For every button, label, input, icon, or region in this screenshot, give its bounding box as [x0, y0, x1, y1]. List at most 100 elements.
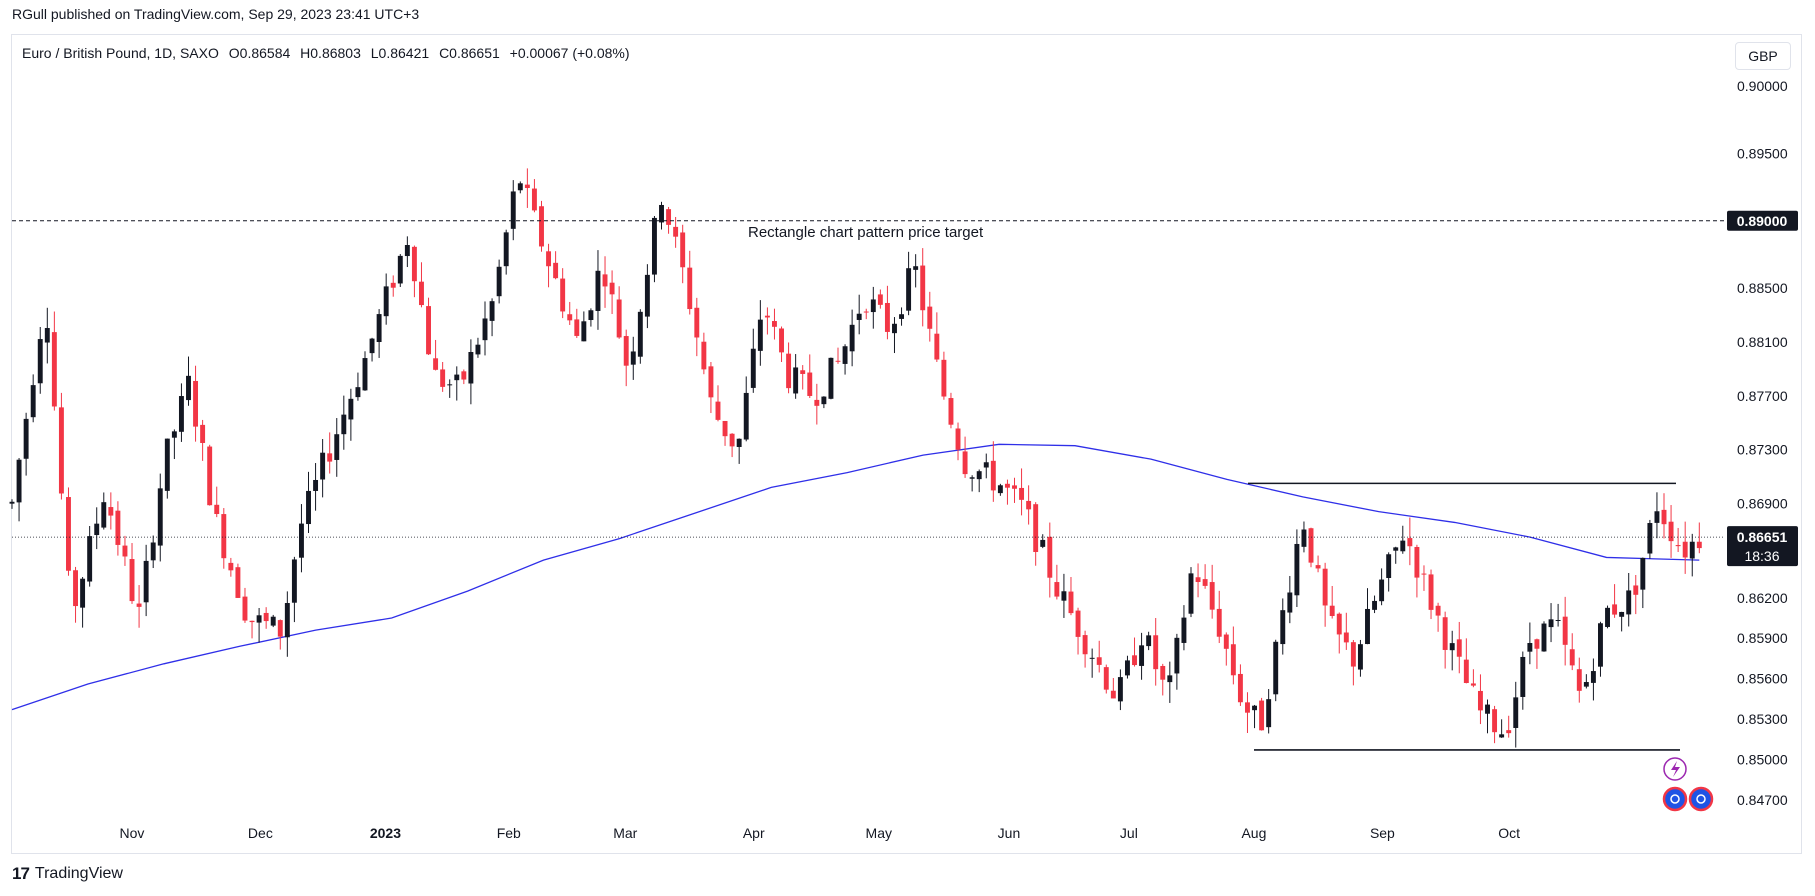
tradingview-footer[interactable]: 17 TradingView [12, 864, 123, 884]
candle-body [136, 603, 142, 607]
candle-body [567, 314, 573, 321]
y-tick-label: 0.88100 [1737, 334, 1788, 350]
candle-body [348, 398, 354, 420]
candle-body [129, 559, 135, 602]
candle-body [143, 560, 149, 603]
candle-body [1485, 704, 1490, 714]
candle-body [1280, 610, 1286, 645]
candle-body [1386, 554, 1392, 578]
candle-body [475, 344, 481, 355]
candle-body [1061, 591, 1067, 601]
candle-body [1668, 521, 1674, 542]
candle-body [1308, 528, 1314, 563]
candle-body [941, 359, 947, 397]
candle-body [256, 615, 262, 623]
economic-event-icon[interactable] [1662, 786, 1688, 812]
candle-body [1139, 645, 1145, 666]
candle-body [1365, 608, 1370, 645]
candle-body [828, 357, 834, 399]
candle-body [426, 306, 431, 355]
y-tick-label: 0.88500 [1737, 280, 1788, 296]
tradingview-logo-icon: 17 [12, 864, 30, 883]
candle-body [708, 366, 714, 398]
currency-button[interactable]: GBP [1735, 42, 1791, 70]
candle-body [990, 460, 996, 491]
candle-body [228, 562, 234, 571]
candle-body [553, 262, 559, 279]
candle-body [362, 358, 368, 391]
candle-body [489, 301, 495, 321]
candle-body [1033, 504, 1039, 553]
candle-body [320, 452, 326, 480]
candle-body [1421, 573, 1427, 575]
candle-body [1146, 635, 1152, 647]
candle-body [1605, 607, 1610, 627]
candle-body [715, 401, 721, 420]
candle-body [687, 267, 693, 310]
candle-body [1301, 529, 1307, 547]
candle-body [1647, 523, 1653, 554]
candle-body [539, 206, 544, 247]
candle-body [73, 570, 78, 607]
candle-body [1400, 540, 1406, 552]
target-price-badge [1727, 210, 1798, 231]
candle-body [313, 479, 319, 491]
candle-body [955, 428, 961, 450]
candle-body [1054, 582, 1060, 597]
candle-body [616, 299, 622, 338]
candle-body [835, 360, 841, 362]
ohlc-change: +0.00067 (+0.08%) [509, 45, 630, 61]
candle-body [651, 217, 657, 275]
candle-body [221, 514, 227, 559]
candle-body [772, 321, 777, 327]
candle-body [1407, 538, 1413, 547]
x-tick-label: Sep [1370, 825, 1395, 841]
candle-body [1174, 637, 1180, 674]
economic-event-icon[interactable] [1688, 786, 1714, 812]
candle-body [630, 351, 636, 365]
candle-body [517, 183, 523, 191]
candle-body [1181, 617, 1187, 643]
candle-body [376, 314, 382, 343]
candle-body [757, 319, 763, 351]
symbol-legend[interactable]: Euro / British Pound, 1D, SAXO O0.86584 … [22, 45, 636, 61]
x-tick-label: Aug [1241, 825, 1266, 841]
candle-body [1442, 617, 1448, 650]
y-tick-label: 0.85900 [1737, 630, 1788, 646]
candle-body [390, 282, 396, 288]
candle-body [814, 399, 820, 406]
candle-body [1372, 600, 1378, 610]
candle-body [51, 332, 57, 407]
candle-body [729, 433, 735, 447]
candle-body [411, 246, 417, 282]
candle-body [1160, 665, 1166, 680]
tradingview-brand: TradingView [34, 865, 123, 882]
candle-body [842, 346, 848, 364]
y-tick-label: 0.84700 [1737, 792, 1788, 808]
symbol-name[interactable]: Euro / British Pound, 1D, SAXO [22, 45, 219, 61]
candle-body [969, 477, 975, 479]
candle-body [242, 596, 248, 621]
candle-body [1477, 690, 1483, 711]
candle-body [1132, 655, 1137, 666]
candle-body [877, 294, 883, 305]
candle-body [948, 398, 954, 425]
candle-body [913, 266, 919, 270]
candle-body [1562, 616, 1568, 645]
candle-body [461, 371, 467, 380]
candle-body [468, 352, 474, 384]
candle-body [1598, 623, 1603, 667]
candle-body [1619, 611, 1625, 617]
candle-body [807, 372, 813, 396]
candle-body [186, 375, 191, 401]
candle-body [87, 536, 93, 582]
candle-body [764, 315, 770, 318]
candle-body [821, 396, 827, 405]
candle-body [1103, 667, 1109, 690]
candle-body [1675, 545, 1681, 547]
candle-body [1153, 635, 1159, 670]
ohlc-open: O0.86584 [228, 45, 291, 61]
x-tick-label: Apr [743, 825, 765, 841]
candle-body [1068, 591, 1074, 614]
